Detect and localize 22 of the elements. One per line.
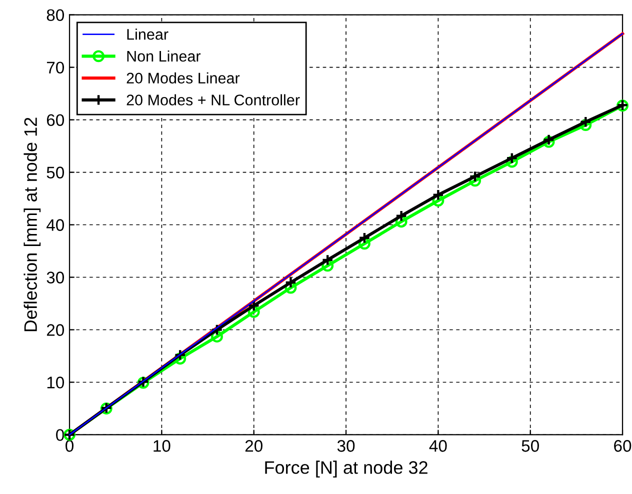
legend-label: Linear bbox=[127, 28, 168, 40]
y-tick-label: 0 bbox=[56, 429, 64, 441]
y-tick-label: 20 bbox=[46, 324, 64, 336]
y-tick-label: 80 bbox=[46, 9, 64, 22]
y-tick-label: 10 bbox=[47, 376, 64, 388]
x-tick-label: 30 bbox=[337, 440, 355, 452]
y-tick-label: 70 bbox=[46, 62, 64, 74]
y-tick-label: 50 bbox=[46, 166, 64, 178]
x-tick-label: 0 bbox=[66, 440, 74, 452]
y-tick-label: 40 bbox=[46, 219, 64, 231]
x-tick-label: 20 bbox=[245, 440, 262, 452]
y-axis-title: Deflection [mm] at node 12 bbox=[24, 118, 41, 332]
y-tick-label: 60 bbox=[46, 114, 64, 126]
legend-label: Non Linear bbox=[127, 50, 201, 62]
y-tick-label: 30 bbox=[46, 272, 64, 284]
x-tick-label: 40 bbox=[429, 440, 447, 452]
legend-label: 20 Modes + NL Controller bbox=[126, 94, 300, 106]
x-tick-label: 10 bbox=[154, 440, 170, 452]
x-axis-title: Force [N] at node 32 bbox=[265, 460, 428, 478]
x-tick-label: 50 bbox=[522, 440, 539, 452]
x-tick-label: 60 bbox=[614, 440, 632, 452]
legend-label: 20 Modes Linear bbox=[126, 72, 240, 84]
